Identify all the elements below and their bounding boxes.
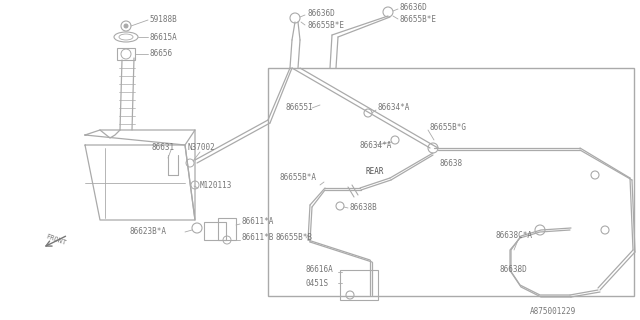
Text: 86615A: 86615A: [149, 33, 177, 42]
Bar: [117, 48, 135, 60]
Text: 86656: 86656: [149, 50, 172, 59]
Text: 86655B*E: 86655B*E: [400, 14, 437, 23]
Text: 86638B: 86638B: [350, 204, 378, 212]
Text: A875001229: A875001229: [530, 308, 576, 316]
Text: 86655B*B: 86655B*B: [275, 234, 312, 243]
Bar: [204, 222, 226, 240]
Text: N37002: N37002: [188, 143, 216, 153]
Text: 86655B*G: 86655B*G: [430, 124, 467, 132]
Text: 86611*B: 86611*B: [242, 234, 275, 243]
Text: 86638D: 86638D: [500, 266, 528, 275]
Text: 86655B*A: 86655B*A: [279, 173, 316, 182]
Bar: [340, 270, 378, 300]
Text: 86634*A: 86634*A: [360, 140, 392, 149]
Text: REAR: REAR: [365, 167, 383, 177]
Text: 86634*A: 86634*A: [378, 103, 410, 113]
Text: 86638: 86638: [440, 158, 463, 167]
Bar: [268, 68, 634, 296]
Text: 86655B*E: 86655B*E: [307, 20, 344, 29]
Text: M120113: M120113: [200, 180, 232, 189]
Text: 0451S: 0451S: [306, 278, 329, 287]
Circle shape: [124, 24, 128, 28]
Text: 86636D: 86636D: [307, 10, 335, 19]
Text: FRONT: FRONT: [45, 234, 67, 246]
Text: 86623B*A: 86623B*A: [130, 228, 167, 236]
Text: 59188B: 59188B: [149, 15, 177, 25]
Bar: [218, 218, 236, 240]
Text: 86636D: 86636D: [400, 4, 428, 12]
Text: 86638C*A: 86638C*A: [495, 230, 532, 239]
Text: 86631: 86631: [152, 143, 175, 153]
Text: 86611*A: 86611*A: [242, 218, 275, 227]
Text: 86616A: 86616A: [305, 266, 333, 275]
Text: 86655I: 86655I: [285, 103, 313, 113]
